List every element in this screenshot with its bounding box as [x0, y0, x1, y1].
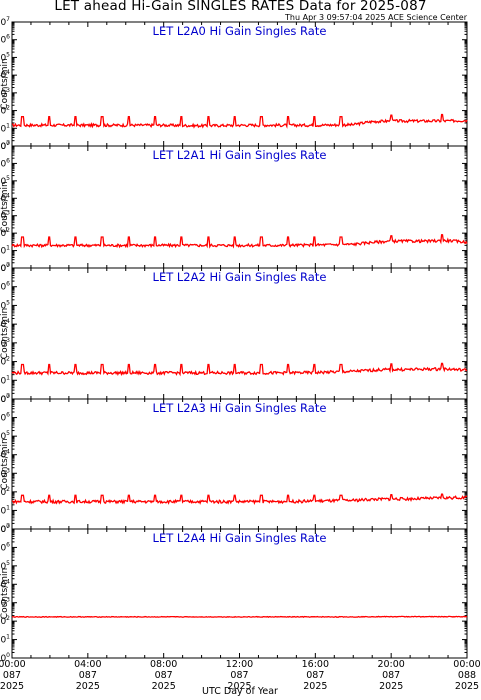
y-tick-label: 107: [0, 523, 10, 535]
x-tick-label: 087: [155, 670, 173, 681]
y-tick-label: 103: [0, 467, 10, 479]
y-tick-label: 101: [0, 504, 10, 516]
y-tick-label: 106: [0, 34, 10, 46]
panel-frame: [11, 398, 468, 530]
x-tick-label: 2025: [455, 681, 479, 692]
panel-title: LET L2A1 Hi Gain Singles Rate: [153, 148, 327, 162]
x-tick-label: 00:00: [0, 659, 26, 670]
y-tick-label: 106: [0, 412, 10, 424]
x-tick-label: 087: [382, 670, 400, 681]
page-title: LET ahead Hi-Gain SINGLES RATES Data for…: [54, 0, 427, 14]
y-tick-label: 100: [0, 262, 10, 274]
x-tick-label: 2025: [152, 681, 176, 692]
panel-title: LET L2A4 Hi Gain Singles Rate: [153, 531, 327, 545]
y-axis-label: Counts/min: [0, 308, 10, 359]
panel-title: LET L2A3 Hi Gain Singles Rate: [153, 401, 327, 415]
x-axis-label: UTC Day of Year: [202, 686, 278, 697]
y-tick-label: 106: [0, 281, 10, 293]
y-tick-label: 102: [0, 105, 10, 117]
x-tick-label: 088: [458, 670, 476, 681]
y-tick-label: 104: [0, 449, 10, 461]
y-tick-label: 101: [0, 374, 10, 386]
y-tick-label: 105: [0, 51, 10, 63]
y-tick-label: 100: [0, 393, 10, 405]
y-tick-label: 107: [0, 16, 10, 28]
y-tick-label: 103: [0, 597, 10, 609]
y-tick-label: 102: [0, 227, 10, 239]
panel-frame: [11, 21, 468, 147]
y-axis-label: Counts/min: [0, 181, 10, 232]
x-tick-label: 08:00: [150, 659, 177, 670]
x-tick-label: 2025: [0, 681, 24, 692]
y-tick-label: 106: [0, 157, 10, 169]
y-tick-label: 100: [0, 652, 10, 664]
generation-timestamp: Thu Apr 3 09:57:04 2025 ACE Science Cent…: [285, 13, 467, 22]
y-tick-label: 107: [0, 262, 10, 274]
x-tick-label: 2025: [303, 681, 327, 692]
rate-trace: [11, 493, 468, 506]
y-tick-label: 105: [0, 175, 10, 187]
y-axis-label: Counts/min: [0, 568, 10, 619]
panel-title: LET L2A0 Hi Gain Singles Rate: [153, 24, 327, 38]
y-tick-label: 106: [0, 541, 10, 553]
x-tick-label: 087: [79, 670, 97, 681]
panel-frame: [11, 528, 468, 659]
y-tick-label: 101: [0, 634, 10, 646]
rate-trace: [11, 362, 468, 377]
y-tick-label: 104: [0, 69, 10, 81]
y-tick-label: 105: [0, 560, 10, 572]
x-tick-label: 2025: [379, 681, 403, 692]
y-tick-label: 107: [0, 140, 10, 152]
y-tick-label: 100: [0, 140, 10, 152]
y-tick-label: 105: [0, 299, 10, 311]
panel-title: LET L2A2 Hi Gain Singles Rate: [153, 270, 327, 284]
panel-frame: [11, 145, 468, 269]
x-tick-label: 087: [230, 670, 248, 681]
y-tick-label: 104: [0, 318, 10, 330]
y-tick-label: 101: [0, 245, 10, 257]
y-tick-label: 104: [0, 578, 10, 590]
y-tick-label: 104: [0, 192, 10, 204]
x-tick-label: 2025: [76, 681, 100, 692]
x-tick-label: 16:00: [302, 659, 329, 670]
x-tick-label: 2025: [227, 681, 251, 692]
y-tick-label: 105: [0, 430, 10, 442]
x-tick-label: 04:00: [74, 659, 101, 670]
y-tick-label: 100: [0, 523, 10, 535]
y-tick-label: 101: [0, 122, 10, 134]
x-tick-label: 087: [306, 670, 324, 681]
x-tick-label: 12:00: [226, 659, 253, 670]
y-tick-label: 103: [0, 87, 10, 99]
x-tick-label: 00:00: [453, 659, 480, 670]
panel-frame: [11, 267, 468, 400]
y-tick-label: 103: [0, 210, 10, 222]
y-tick-label: 107: [0, 393, 10, 405]
y-axis-label: Counts/min: [0, 58, 10, 109]
y-tick-label: 102: [0, 356, 10, 368]
y-axis-label: Counts/min: [0, 438, 10, 489]
x-tick-label: 20:00: [377, 659, 404, 670]
y-tick-label: 103: [0, 337, 10, 349]
y-tick-label: 102: [0, 615, 10, 627]
y-tick-label: 102: [0, 486, 10, 498]
rate-trace: [11, 234, 468, 249]
x-tick-label: 087: [3, 670, 21, 681]
rate-trace: [11, 615, 468, 618]
rate-trace: [11, 113, 468, 129]
